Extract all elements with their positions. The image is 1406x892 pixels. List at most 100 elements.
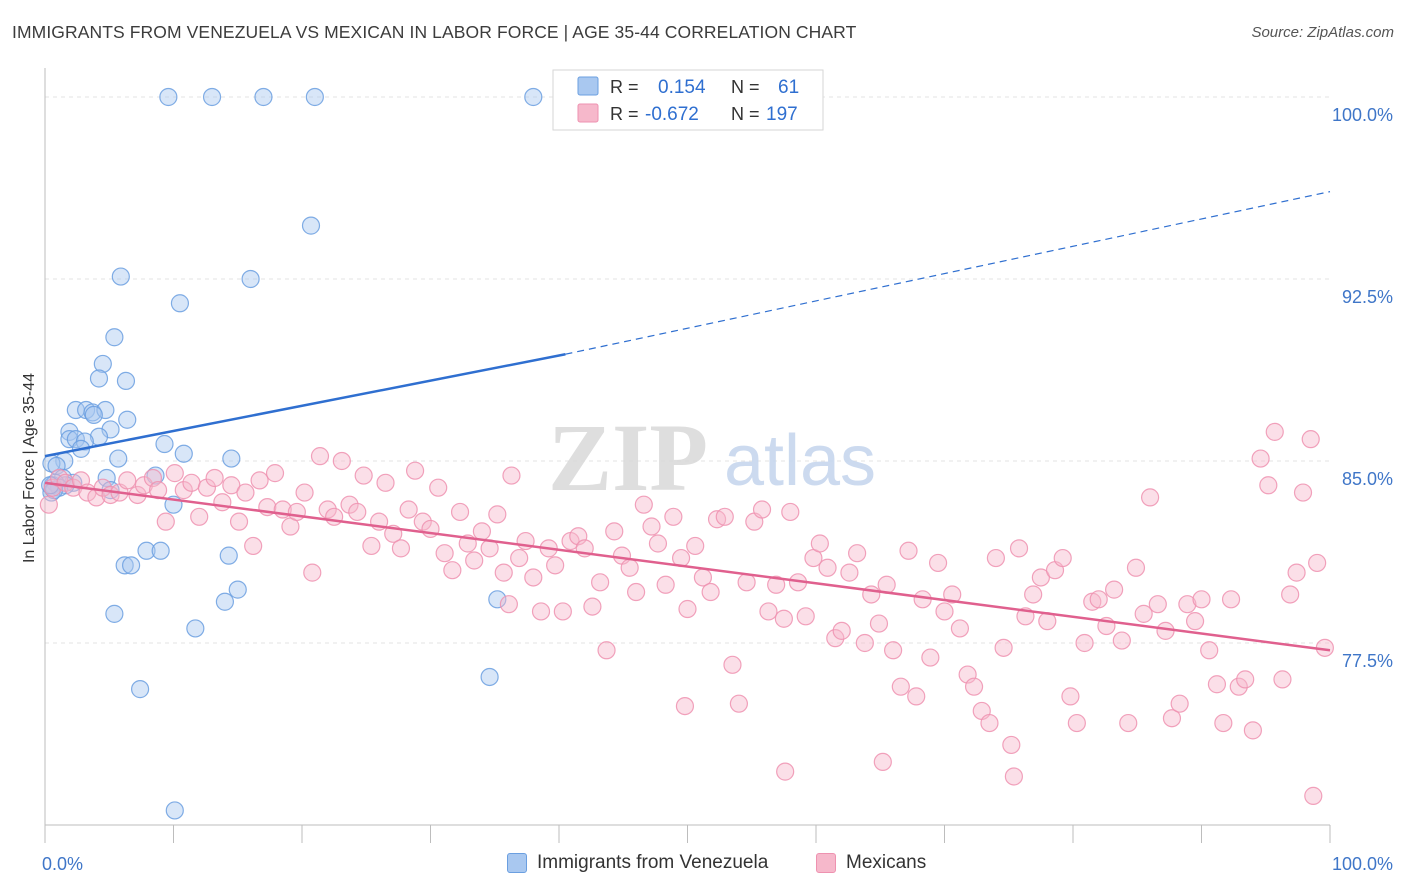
mexicans-point-98 [767,575,786,594]
mexicans-point-93 [729,694,749,713]
mexicans-point-47 [391,539,411,558]
mexicans-point-154 [1178,595,1197,614]
venezuela-point-25 [155,434,174,454]
mexicans-point-114 [883,641,903,660]
venezuela-point-46 [137,541,156,560]
chart-source: Source: ZipAtlas.com [1251,24,1394,41]
venezuela-point-7 [241,269,260,289]
mexicans-point-75 [597,641,616,660]
x-tick-label-1: 100.0% [1332,854,1393,874]
mexicans-point-50 [413,512,432,531]
mexicans-point-92 [723,655,742,674]
venezuela-point-47 [151,541,170,560]
legend-n-label-1: N = [731,77,760,97]
mexicans-point-160 [1221,590,1241,609]
venezuela-point-58 [165,801,184,820]
legend-r-value-2: -0.672 [645,104,699,125]
x-tick-label-0: 0.0% [42,854,83,874]
watermark-atlas: atlas [724,421,876,501]
mexicans-point-134 [1031,568,1050,587]
mexicans-point-166 [1265,422,1284,441]
mexicans-point-156 [1192,590,1211,609]
mexicans-point-116 [899,541,918,560]
mexicans-point-175 [1004,767,1023,786]
venezuela-point-0 [159,87,178,107]
mexicans-point-84 [664,507,683,526]
venezuela-point-1 [202,87,222,107]
legend-swatch-mexicans-bottom [816,853,836,873]
mexicans-point-120 [928,553,948,573]
mexicans-point-157 [1200,641,1219,660]
mexicans-point-82 [648,534,668,553]
mexicans-point-22 [205,468,224,488]
mexicans-point-119 [921,648,940,667]
mexicans-point-25 [229,512,249,531]
mexicans-point-74 [591,573,610,592]
venezuela-point-17 [118,410,137,429]
mexicans-point-60 [488,505,507,524]
mexicans-point-21 [197,478,217,497]
legend-item-venezuela[interactable]: Immigrants from Venezuela [507,852,768,874]
axis-layer [44,68,1331,843]
mexicans-point-66 [531,602,551,621]
mexicans-point-79 [626,582,646,602]
mexicans-point-108 [840,563,859,582]
mexicans-point-149 [1140,488,1160,507]
mexicans-point-78 [620,558,639,577]
mexicans-point-131 [1009,539,1029,558]
venezuela-point-53 [105,604,124,623]
venezuela-point-49 [115,556,134,575]
y-tick-label-3: 100.0% [1332,105,1393,125]
mexicans-point-145 [1112,631,1131,650]
mexicans-point-178 [499,595,518,614]
venezuela-point-55 [488,590,507,609]
legend-label-venezuela: Immigrants from Venezuela [537,852,769,873]
trend-lines [44,191,1331,652]
x-tick-labels: 0.0% 100.0% [42,854,1393,874]
venezuela-point-16 [96,400,115,420]
mexicans-point-150 [1148,595,1167,614]
mexicans-point-41 [348,502,367,522]
venezuela-point-43 [146,466,165,485]
y-tick-label-1: 85.0% [1342,469,1393,489]
legend-item-mexicans[interactable]: Mexicans [816,852,926,874]
trend-line-venezuela [44,352,566,458]
mexicans-point-110 [855,633,874,653]
mexicans-point-76 [605,522,624,541]
mexicans-point-162 [1236,670,1255,689]
venezuela-point-18 [84,405,103,424]
mexicans-point-20 [190,507,209,526]
venezuela-point-2 [254,87,273,107]
mexicans-point-99 [774,609,793,628]
mexicans-point-86 [678,599,697,619]
legend-n-value-2: 197 [766,104,798,125]
mexicans-point-137 [1053,548,1072,568]
mexicans-point-26 [236,483,255,502]
mexicans-point-142 [1089,590,1108,609]
mexicans-point-68 [546,556,565,575]
mexicans-point-144 [1105,580,1124,599]
venezuela-point-20 [60,422,79,441]
venezuela-point-22 [60,430,79,449]
legend-label-mexicans: Mexicans [846,852,927,873]
mexicans-point-37 [318,500,337,519]
mexicans-point-57 [465,551,484,570]
venezuela-point-4 [524,87,543,107]
mexicans-point-155 [1185,612,1205,631]
mexicans-point-87 [686,536,705,556]
mexicans-point-97 [759,602,778,621]
mexicans-point-23 [213,493,232,512]
venezuela-point-51 [228,580,247,599]
venezuela-point-36 [97,468,116,488]
mexicans-point-128 [986,548,1006,568]
venezuela-point-48 [219,546,238,565]
mexicans-point-139 [1067,713,1086,733]
venezuela-point-27 [174,444,193,463]
mexicans-point-45 [376,473,395,492]
mexicans-point-140 [1075,633,1094,653]
mexicans-point-179 [873,752,892,772]
mexicans-point-54 [443,561,462,580]
mexicans-point-158 [1207,675,1227,694]
mexicans-point-69 [553,602,572,621]
bottom-legend: Immigrants from Venezuela Mexicans [0,850,1406,880]
